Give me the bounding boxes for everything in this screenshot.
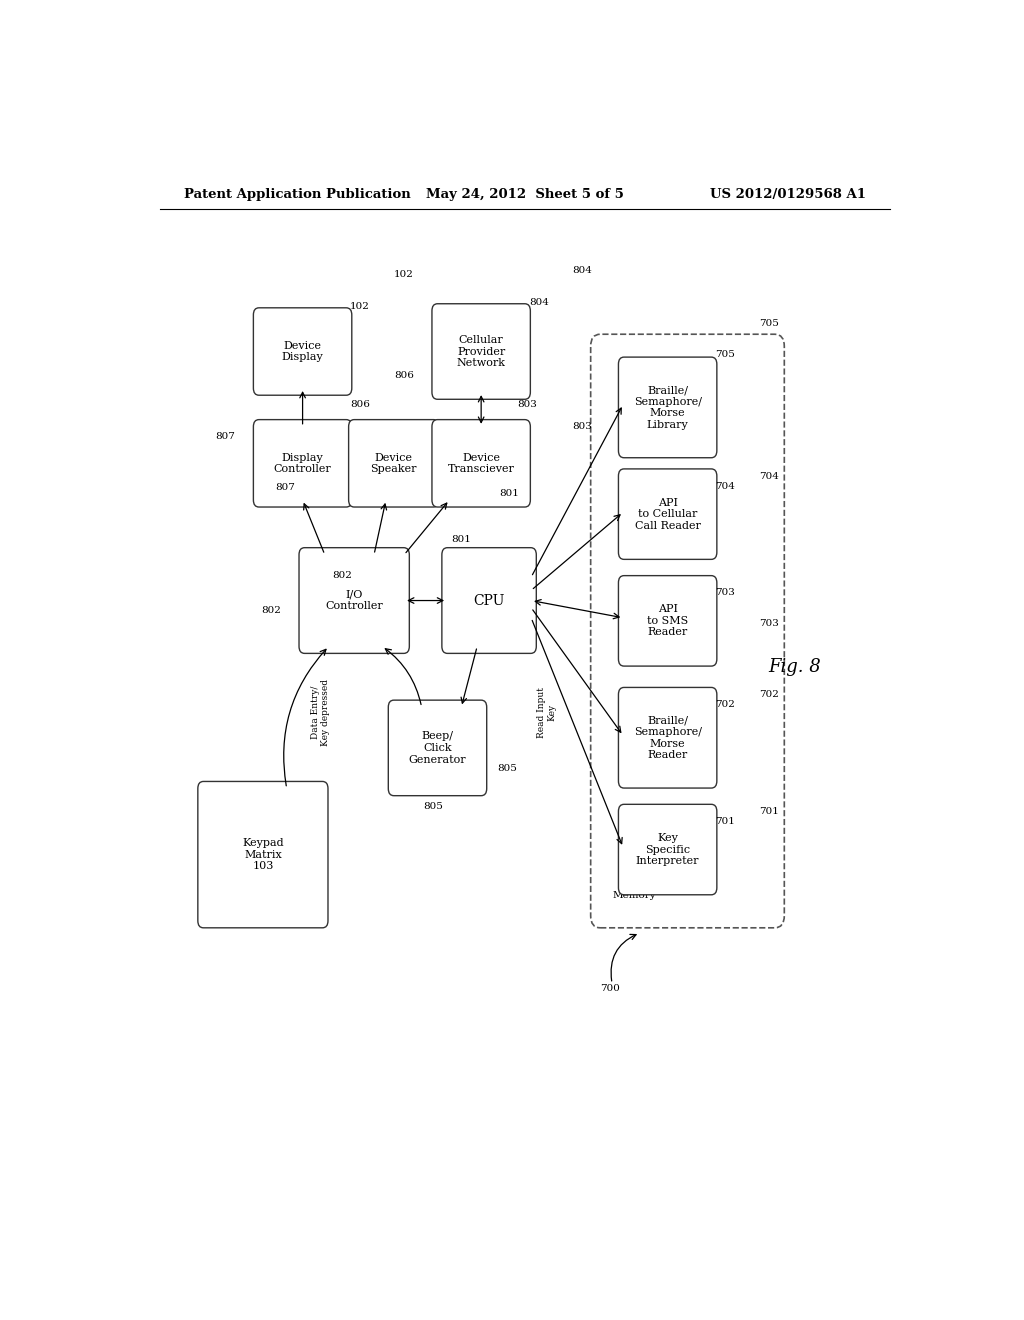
Text: US 2012/0129568 A1: US 2012/0129568 A1 (710, 189, 866, 202)
Text: Braille/
Semaphore/
Morse
Reader: Braille/ Semaphore/ Morse Reader (634, 715, 701, 760)
Text: 804: 804 (528, 298, 549, 308)
FancyBboxPatch shape (388, 700, 486, 796)
Text: 803: 803 (572, 422, 592, 432)
Text: Fig. 8: Fig. 8 (768, 657, 821, 676)
Text: 807: 807 (215, 433, 236, 441)
Text: 700: 700 (600, 985, 621, 993)
Text: 102: 102 (394, 269, 414, 279)
Text: Device
Display: Device Display (282, 341, 324, 362)
FancyBboxPatch shape (618, 688, 717, 788)
Text: Beep/
Click
Generator: Beep/ Click Generator (409, 731, 466, 764)
FancyBboxPatch shape (432, 420, 530, 507)
Text: Device
Transciever: Device Transciever (447, 453, 515, 474)
Text: 801: 801 (452, 535, 471, 544)
Text: 705: 705 (716, 350, 735, 359)
Text: 804: 804 (572, 265, 592, 275)
Text: 803: 803 (517, 400, 537, 409)
Text: Patent Application Publication: Patent Application Publication (183, 189, 411, 202)
FancyBboxPatch shape (432, 304, 530, 399)
Text: 701: 701 (759, 807, 779, 816)
FancyBboxPatch shape (618, 804, 717, 895)
Text: May 24, 2012  Sheet 5 of 5: May 24, 2012 Sheet 5 of 5 (426, 189, 624, 202)
Text: Keypad
Matrix
103: Keypad Matrix 103 (242, 838, 284, 871)
FancyBboxPatch shape (198, 781, 328, 928)
FancyBboxPatch shape (348, 420, 439, 507)
Text: 703: 703 (759, 619, 779, 628)
FancyBboxPatch shape (618, 358, 717, 458)
FancyBboxPatch shape (618, 469, 717, 560)
Text: 702: 702 (716, 700, 735, 709)
Text: 805: 805 (497, 764, 517, 772)
FancyBboxPatch shape (299, 548, 410, 653)
Text: I/O
Controller: I/O Controller (326, 590, 383, 611)
Text: CPU: CPU (473, 594, 505, 607)
Text: Key
Specific
Interpreter: Key Specific Interpreter (636, 833, 699, 866)
Text: 801: 801 (499, 490, 519, 499)
Text: 802: 802 (333, 570, 352, 579)
Text: 704: 704 (759, 471, 779, 480)
Text: 703: 703 (716, 589, 735, 598)
Text: Cellular
Provider
Network: Cellular Provider Network (457, 335, 506, 368)
Text: 102: 102 (350, 302, 370, 312)
Text: 802: 802 (261, 606, 281, 615)
Text: 806: 806 (394, 371, 414, 380)
Text: 806: 806 (350, 400, 370, 409)
FancyBboxPatch shape (253, 308, 352, 395)
Text: API
to Cellular
Call Reader: API to Cellular Call Reader (635, 498, 700, 531)
Text: 702: 702 (759, 690, 779, 700)
FancyBboxPatch shape (253, 420, 352, 507)
Text: Device
Speaker: Device Speaker (371, 453, 417, 474)
Text: 705: 705 (759, 319, 779, 329)
Text: Read Input
Key: Read Input Key (538, 686, 557, 738)
Text: Display
Controller: Display Controller (273, 453, 332, 474)
Text: 704: 704 (716, 482, 735, 491)
FancyBboxPatch shape (591, 334, 784, 928)
FancyBboxPatch shape (618, 576, 717, 667)
Text: Memory: Memory (612, 891, 655, 900)
Text: 701: 701 (716, 817, 735, 826)
Text: 807: 807 (274, 483, 295, 492)
FancyBboxPatch shape (442, 548, 537, 653)
Text: Data Entry/
Key depressed: Data Entry/ Key depressed (310, 678, 330, 746)
Text: Braille/
Semaphore/
Morse
Library: Braille/ Semaphore/ Morse Library (634, 385, 701, 430)
Text: API
to SMS
Reader: API to SMS Reader (647, 605, 688, 638)
Text: 805: 805 (423, 803, 443, 812)
